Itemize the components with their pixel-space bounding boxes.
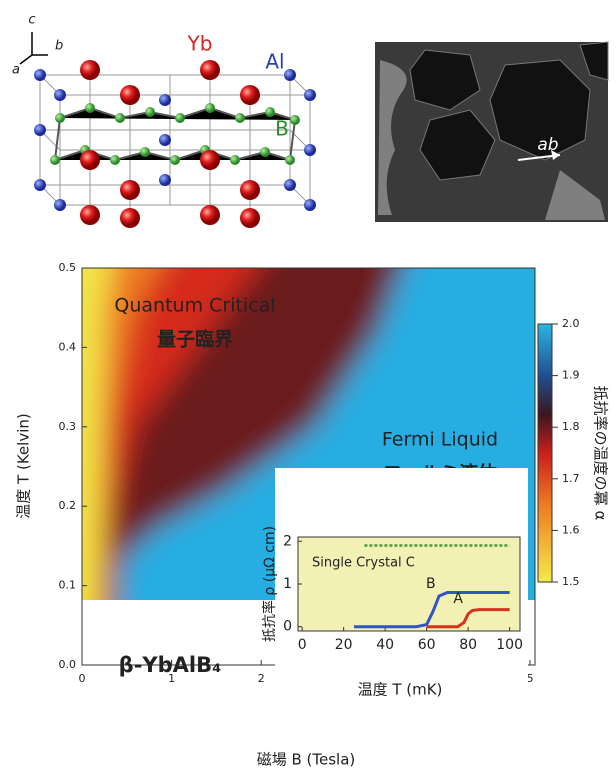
colorbar-tick-label: 1.6 xyxy=(562,523,580,536)
axis-c: c xyxy=(28,13,35,28)
boron-atom xyxy=(50,155,60,165)
atom-label-al: Al xyxy=(265,50,284,74)
boron-atom xyxy=(85,103,95,113)
x-tick-label: 1 xyxy=(168,672,175,685)
x-tick-label: 2 xyxy=(258,672,265,685)
colorbar-tick-label: 1.9 xyxy=(562,369,580,382)
boron-atom xyxy=(175,113,185,123)
x-tick-label: 5 xyxy=(527,672,534,685)
yb-atom xyxy=(200,60,220,80)
y-tick-label: 0 xyxy=(283,619,292,635)
al-atom xyxy=(159,174,171,186)
colorbar-tick-label: 1.8 xyxy=(562,420,580,433)
x-tick-label: 40 xyxy=(376,637,394,653)
yb-atom xyxy=(80,205,100,225)
x-axis-label: 磁場 B (Tesla) xyxy=(257,751,356,769)
annotation: 量子臨界 xyxy=(157,328,233,351)
yb-atom xyxy=(240,85,260,105)
y-axis-label: 抵抗率 ρ (μΩ cm) xyxy=(261,526,278,642)
y-axis-label: 温度 T (Kelvin) xyxy=(15,413,33,518)
boron-atom xyxy=(260,147,270,157)
x-tick-label: 0 xyxy=(298,637,307,653)
colorbar xyxy=(537,323,553,583)
annotation: Fermi Liquid xyxy=(382,429,498,451)
inset-chart: 0 20 40 60 80 100 0 1 2 Single Crystal C B A 温度 T (… xyxy=(261,468,528,700)
y-tick-label: 0.5 xyxy=(59,261,77,274)
x-tick-label: 60 xyxy=(418,637,436,653)
al-atom xyxy=(54,89,66,101)
boron-atom xyxy=(115,113,125,123)
yb-atom xyxy=(80,150,100,170)
crystal-structure: c b a Yb Al B xyxy=(12,13,316,228)
colorbar-tick-label: 2.0 xyxy=(562,317,580,330)
yb-atom xyxy=(200,205,220,225)
yb-atom xyxy=(240,180,260,200)
boron-atom xyxy=(145,107,155,117)
yb-atom xyxy=(120,85,140,105)
x-tick-label: 20 xyxy=(335,637,353,653)
axis-b: b xyxy=(55,39,63,54)
series-line xyxy=(426,608,510,629)
yb-atom xyxy=(120,208,140,228)
axis-a: a xyxy=(12,63,20,78)
x-tick-label: 0 xyxy=(79,672,86,685)
colorbar-tick-label: 1.7 xyxy=(562,472,580,485)
boron-atom xyxy=(110,155,120,165)
al-atom xyxy=(34,179,46,191)
boron-atom xyxy=(290,115,300,125)
boron-atom xyxy=(230,155,240,165)
x-axis-label: 温度 T (mK) xyxy=(358,681,443,699)
yb-atom xyxy=(120,180,140,200)
sample-label: β-YbAlB₄ xyxy=(119,653,222,677)
al-atom xyxy=(159,94,171,106)
colorbar-label: 抵抗率の温度の冪 α xyxy=(592,386,610,521)
boron-atom xyxy=(170,155,180,165)
series-label: B xyxy=(426,576,436,592)
al-atom xyxy=(54,199,66,211)
yb-atom xyxy=(200,150,220,170)
al-atom xyxy=(284,179,296,191)
annotation: Quantum Critical xyxy=(114,295,275,317)
al-atom xyxy=(284,69,296,81)
yb-atom xyxy=(80,60,100,80)
al-atom xyxy=(304,89,316,101)
al-atom xyxy=(159,134,171,146)
boron-atom xyxy=(205,103,215,113)
y-tick-label: 2 xyxy=(283,533,292,549)
y-tick-label: 0.4 xyxy=(59,340,77,353)
series-line xyxy=(354,591,510,629)
boron-atom xyxy=(235,113,245,123)
al-atom xyxy=(304,144,316,156)
y-tick-label: 0.1 xyxy=(59,579,77,592)
al-atom xyxy=(304,199,316,211)
series-label: Single Crystal C xyxy=(312,556,415,571)
al-atom xyxy=(34,69,46,81)
series-label: A xyxy=(453,591,463,607)
boron-atom xyxy=(55,113,65,123)
boron-atom xyxy=(285,155,295,165)
x-tick-label: 80 xyxy=(459,637,477,653)
crystal-photo: ab xyxy=(375,41,609,222)
yb-atom xyxy=(240,208,260,228)
atom-label-yb: Yb xyxy=(187,32,213,56)
y-tick-label: 0.0 xyxy=(59,658,77,671)
y-tick-label: 0.2 xyxy=(59,499,77,512)
direction-label: ab xyxy=(537,135,558,155)
boron-atom xyxy=(265,107,275,117)
boron-atom xyxy=(140,147,150,157)
x-tick-label: 100 xyxy=(496,637,523,653)
al-atom xyxy=(34,124,46,136)
y-tick-label: 0.3 xyxy=(59,420,77,433)
colorbar-tick-label: 1.5 xyxy=(562,575,580,588)
atom-label-b: B xyxy=(275,117,289,141)
y-tick-label: 1 xyxy=(283,576,292,592)
